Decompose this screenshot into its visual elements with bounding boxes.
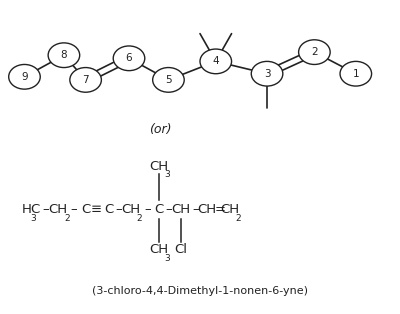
- Text: (3-chloro-4,4-Dimethyl-1-nonen-6-yne): (3-chloro-4,4-Dimethyl-1-nonen-6-yne): [92, 286, 308, 296]
- Text: –: –: [165, 203, 172, 216]
- Text: 6: 6: [126, 53, 132, 63]
- Text: Cl: Cl: [174, 243, 187, 256]
- Text: CH: CH: [149, 243, 168, 256]
- Text: CH: CH: [171, 203, 190, 216]
- Text: 8: 8: [61, 50, 67, 60]
- Text: H: H: [22, 203, 31, 216]
- Text: CH: CH: [198, 203, 217, 216]
- Circle shape: [9, 64, 40, 89]
- Text: C: C: [30, 203, 40, 216]
- Circle shape: [340, 61, 372, 86]
- Text: 2: 2: [137, 214, 142, 223]
- Text: 2: 2: [311, 47, 318, 57]
- Text: C: C: [81, 203, 90, 216]
- Text: 3: 3: [164, 254, 170, 263]
- Circle shape: [153, 68, 184, 92]
- Text: (or): (or): [149, 123, 172, 136]
- Text: 9: 9: [21, 72, 28, 82]
- Text: CH: CH: [121, 203, 140, 216]
- Text: 3: 3: [264, 69, 270, 79]
- Text: 2: 2: [236, 214, 242, 223]
- Text: –: –: [70, 203, 77, 216]
- Text: 7: 7: [82, 75, 89, 85]
- Text: 2: 2: [64, 214, 70, 223]
- Text: 1: 1: [352, 69, 359, 79]
- Circle shape: [48, 43, 80, 68]
- Circle shape: [200, 49, 232, 74]
- Text: 5: 5: [165, 75, 172, 85]
- Text: –: –: [192, 203, 198, 216]
- Circle shape: [251, 61, 283, 86]
- Text: CH: CH: [149, 160, 168, 173]
- Circle shape: [113, 46, 145, 71]
- Circle shape: [70, 68, 101, 92]
- Text: –: –: [116, 203, 122, 216]
- Text: ≡: ≡: [91, 203, 102, 216]
- Text: =: =: [215, 203, 226, 216]
- Text: 4: 4: [212, 57, 219, 66]
- Text: –: –: [145, 203, 151, 216]
- Text: C: C: [104, 203, 113, 216]
- Text: C: C: [154, 203, 163, 216]
- Text: 3: 3: [164, 171, 170, 179]
- Circle shape: [299, 40, 330, 64]
- Text: CH: CH: [48, 203, 68, 216]
- Text: CH: CH: [220, 203, 239, 216]
- Text: 3: 3: [30, 214, 36, 223]
- Text: –: –: [42, 203, 49, 216]
